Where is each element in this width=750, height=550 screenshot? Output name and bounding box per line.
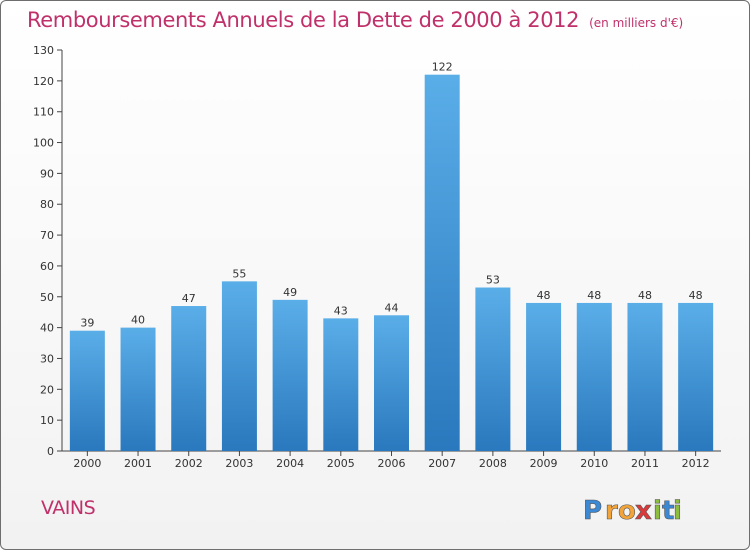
commune-name: VAINS [41,497,96,519]
x-tick-label: 2003 [225,457,253,470]
x-tick-label: 2007 [428,457,456,470]
logo-letter: P [583,496,602,526]
y-tick-label: 20 [40,383,54,396]
y-tick-label: 100 [33,137,54,150]
bar-value-label: 39 [80,317,94,330]
chart-unit: (en milliers d'€) [589,16,684,30]
y-tick-label: 80 [40,198,54,211]
bars: 39 40 47 55 49 43 44 122 53 48 48 48 48 [69,61,714,451]
x-tick-label: 2005 [327,457,355,470]
bar-value-label: 53 [486,274,500,287]
y-tick-label: 120 [33,75,54,88]
x-tick-label: 2012 [682,457,710,470]
logo-letter: t [662,496,674,526]
bar-2009 [526,302,562,451]
y-tick-label: 0 [47,445,54,458]
y-tick-label: 90 [40,167,54,180]
y-tick-label: 50 [40,291,54,304]
bar-value-label: 48 [587,289,601,302]
logo-letter: x [635,496,652,526]
y-tick-label: 40 [40,322,54,335]
chart-title-text: Remboursements Annuels de la Dette de 20… [27,8,580,32]
y-tick-label: 130 [33,44,54,57]
bar-value-label: 122 [432,61,453,74]
y-tick-label: 70 [40,229,54,242]
bar-2006 [374,315,409,451]
bar-2000 [69,330,105,451]
bar-2001 [120,327,156,451]
bar-2002 [171,306,207,451]
x-tick-label: 2000 [73,457,101,470]
bar-value-label: 40 [131,314,145,327]
bar-2005 [323,318,359,451]
bar-value-label: 49 [283,286,297,299]
x-tick-label: 2008 [479,457,507,470]
bar-value-label: 43 [334,304,348,317]
bar-2003 [221,281,257,451]
bar-value-label: 48 [537,289,551,302]
logo-letter: r [605,496,618,526]
logo-letter: i [653,496,662,526]
y-axis: 0 10 20 30 40 50 60 70 80 90 100 110 120 130 [33,44,63,458]
x-tick-label: 2002 [175,457,203,470]
logo-letter: o [618,496,636,526]
y-tick-label: 10 [40,414,54,427]
bar-2012 [678,302,714,451]
x-tick-label: 2010 [580,457,608,470]
bar-2011 [627,302,663,451]
x-tick-label: 2001 [124,457,152,470]
bar-2010 [576,302,612,451]
x-tick-label: 2011 [631,457,659,470]
bar-2004 [272,299,308,451]
bar-value-label: 55 [232,267,246,280]
bar-value-label: 48 [638,289,652,302]
y-tick-label: 110 [33,106,54,119]
bar-value-label: 47 [182,292,196,305]
x-tick-label: 2004 [276,457,304,470]
logo-letter: i [673,496,682,526]
y-tick-label: 60 [40,260,54,273]
x-tick-label: 2009 [530,457,558,470]
bar-2007 [424,74,460,451]
bar-2008 [475,287,511,451]
bar-value-label: 44 [385,301,399,314]
x-axis: 2000 2001 2002 2003 2004 2005 2006 2007 2008 2009… [62,450,721,470]
bar-value-label: 48 [689,289,703,302]
y-tick-label: 30 [40,352,54,365]
chart-title: Remboursements Annuels de la Dette de 20… [27,8,683,32]
x-tick-label: 2006 [378,457,406,470]
